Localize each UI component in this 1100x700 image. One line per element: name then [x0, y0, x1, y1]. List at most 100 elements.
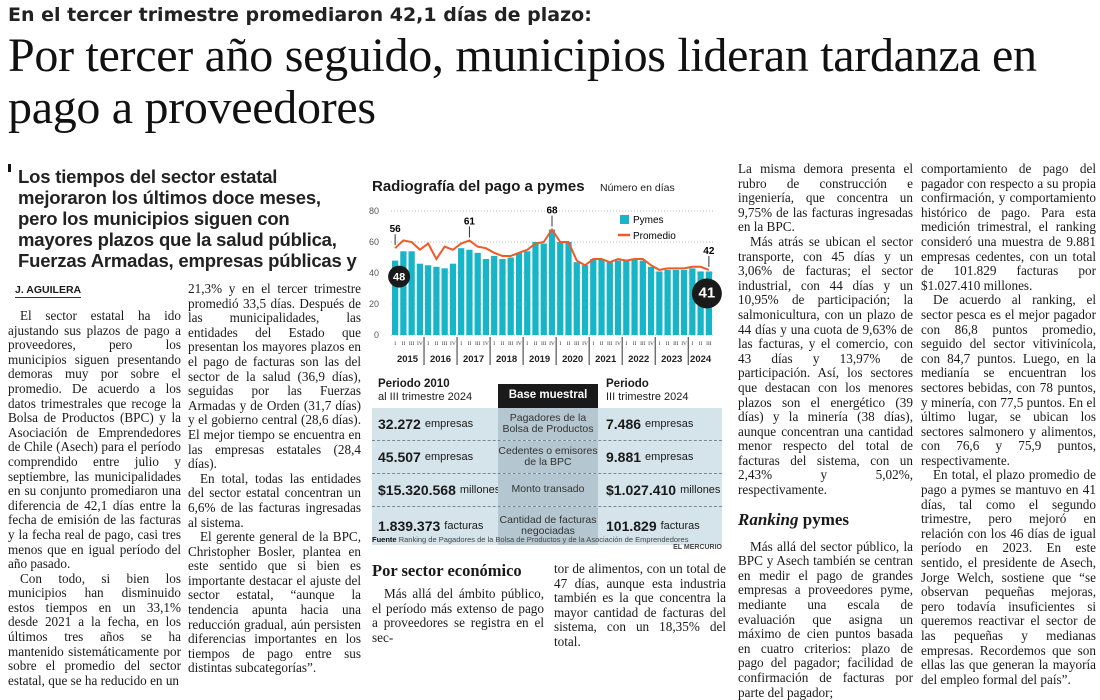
right-unit: empresas: [645, 418, 694, 430]
left-cell: 45.507 empresas: [372, 441, 498, 473]
article-column-3b: tor de alimentos, con un total de 47 día…: [554, 561, 726, 650]
bar: [524, 251, 531, 335]
quarter-label: II: [402, 341, 406, 347]
quarter-label: IV: [582, 341, 588, 347]
bar: [466, 249, 473, 335]
left-cell: 32.272 empresas: [372, 408, 498, 440]
article-column-2: 21,3% y en el tercer trimestre promedió …: [188, 281, 361, 676]
right-header-bold: Periodo: [606, 378, 649, 390]
quarter-label: II: [501, 341, 505, 347]
paragraph: Más atrás se ubican el sector transporte…: [738, 233, 913, 498]
quarter-label: III: [508, 341, 514, 347]
year-label: 2015: [397, 354, 419, 365]
value-badge-label: 48: [393, 272, 405, 284]
byline: J. AGUILERA: [15, 284, 82, 298]
right-unit: facturas: [660, 520, 700, 532]
year-label: 2021: [595, 354, 617, 365]
quarter-label: I: [559, 341, 561, 347]
bar: [623, 260, 630, 335]
quarter-label: IV: [516, 341, 522, 347]
quarter-label: I: [691, 341, 693, 347]
right-value: $1.027.410: [606, 482, 677, 498]
article-column-4: La misma demora presenta el rubro de con…: [738, 161, 913, 700]
bar: [606, 262, 613, 335]
quarter-label: IV: [549, 341, 555, 347]
bar: [647, 266, 655, 335]
bar: [425, 265, 432, 335]
quarter-label: I: [460, 341, 462, 347]
quarter-label: I: [625, 341, 627, 347]
bar: [565, 242, 572, 335]
right-unit: empresas: [645, 451, 694, 463]
value-badge: [691, 278, 722, 309]
paragraph: La misma demora presenta el rubro de con…: [738, 161, 913, 235]
year-label: 2020: [562, 354, 583, 365]
bar: [416, 263, 424, 335]
quarter-label: I: [658, 341, 660, 347]
ranking-heading-italic: Ranking: [738, 509, 799, 529]
bar: [598, 259, 605, 335]
paragraph: tor de alimentos, con un total de 47 día…: [554, 561, 726, 649]
bar: [474, 252, 481, 335]
ranking-heading-rest: pymes: [798, 509, 850, 529]
publisher-logo: EL MERCURIO: [673, 544, 722, 551]
source-label: Fuente: [372, 535, 397, 544]
value-badge-label: 41: [699, 284, 716, 301]
quarter-label: III: [574, 341, 580, 347]
year-label: 2019: [529, 354, 550, 365]
annotation-label: 61: [464, 216, 476, 227]
right-value: 7.486: [606, 416, 642, 432]
paragraph: Con todo, si bien los municipios han dis…: [8, 570, 181, 688]
bar: [689, 268, 696, 335]
quarter-label: IV: [483, 341, 489, 347]
quarter-label: I: [526, 341, 528, 347]
right-unit: millones: [680, 484, 721, 496]
quarter-label: IV: [615, 341, 621, 347]
paragraph: El sector estatal ha ido ajustando sus p…: [8, 308, 181, 572]
year-label: 2023: [661, 354, 682, 365]
right-cell: $1.027.410 millones: [598, 474, 722, 506]
bar: [573, 262, 580, 335]
quarter-label: II: [699, 341, 703, 347]
quarter-label: I: [592, 341, 594, 347]
year-label: 2018: [496, 354, 517, 365]
paragraph: Más allá del ámbito público, el período …: [372, 586, 544, 645]
annotation-label: 42: [703, 246, 715, 257]
chart-subtitle: Número en días: [600, 182, 675, 194]
bar: [581, 265, 589, 335]
quarter-label: IV: [417, 341, 423, 347]
bar: [639, 260, 646, 335]
promedio-line: [394, 227, 710, 271]
left-value: 45.507: [378, 449, 421, 465]
quarter-label: II: [666, 341, 670, 347]
table-row: $15.320.568 millones Monto transado $1.02…: [372, 474, 722, 507]
bar: [614, 260, 622, 335]
left-unit: empresas: [424, 418, 474, 430]
left-value: 1.839.373: [378, 518, 441, 534]
right-cell: 9.881 empresas: [598, 441, 722, 473]
annotation-label: 68: [546, 206, 558, 217]
right-header: Periodo III trimestre 2024: [598, 378, 722, 408]
left-value: 32.272: [378, 416, 421, 432]
left-header: Periodo 2010 al III trimestre 2024: [372, 378, 498, 408]
article-column-1: El sector estatal ha ido ajustando sus p…: [8, 308, 181, 688]
paragraph: De acuerdo al ranking, el sector pesca e…: [921, 292, 1096, 468]
bar: [499, 259, 506, 335]
table-header: Periodo 2010 al III trimestre 2024 Base m…: [372, 378, 722, 408]
source-text: Ranking de Pagadores de la Bolsa de Prod…: [398, 535, 689, 544]
ranking-heading: Ranking pymes: [738, 510, 913, 530]
bar: [672, 269, 679, 335]
right-header-rest: III trimestre 2024: [606, 391, 689, 403]
quarter-label: I: [427, 341, 429, 347]
quarter-label: II: [435, 341, 439, 347]
section-heading: Por sector económico: [372, 561, 522, 580]
left-unit: empresas: [424, 451, 474, 463]
bar: [392, 260, 399, 335]
y-tick-label: 0: [374, 330, 379, 340]
quarter-label: II: [534, 341, 538, 347]
quarter-label: III: [409, 341, 415, 347]
quarter-label: I: [493, 341, 495, 347]
quarter-label: II: [633, 341, 637, 347]
paragraph: Más allá del sector público, la BPC y As…: [738, 538, 913, 700]
